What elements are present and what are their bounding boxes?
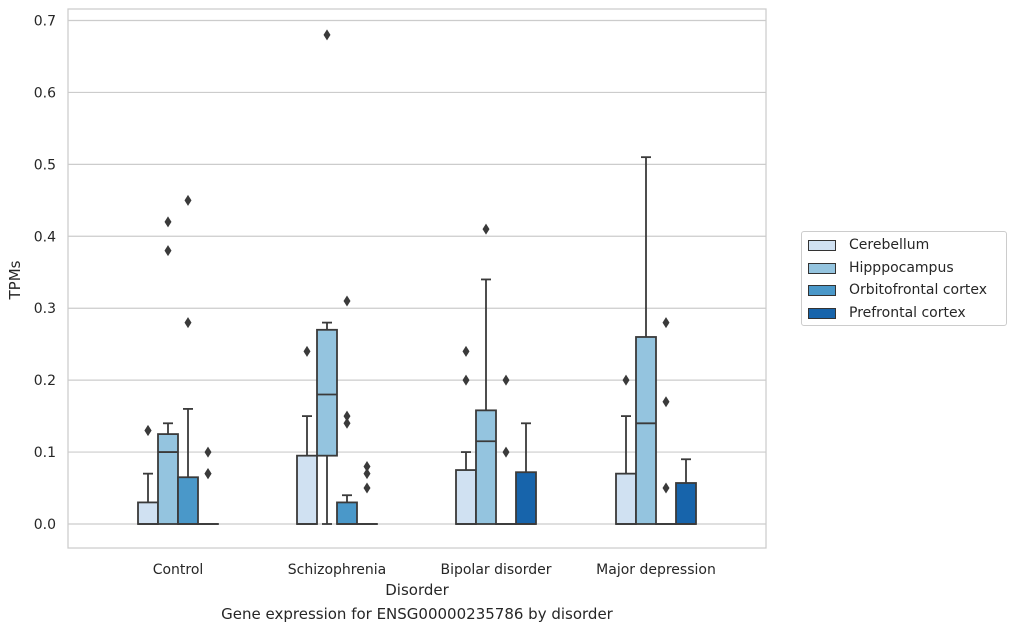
box-2-1 — [336, 295, 358, 525]
outlier-point — [363, 482, 371, 494]
box-3-3 — [675, 458, 697, 525]
chart-title: Gene expression for ENSG00000235786 by d… — [221, 605, 613, 623]
outlier-point — [502, 446, 510, 458]
box-3-1 — [356, 460, 378, 525]
outlier-point — [343, 295, 351, 307]
box-0-0 — [137, 424, 159, 525]
legend-swatch — [808, 262, 836, 274]
y-tick-label: 0.4 — [34, 229, 56, 245]
y-tick-label: 0.7 — [34, 14, 56, 30]
outlier-point — [462, 374, 470, 386]
x-tick-label: Control — [153, 562, 204, 578]
outlier-point — [462, 345, 470, 357]
outlier-point — [184, 194, 192, 206]
box-3-2 — [515, 422, 537, 525]
box-body — [635, 336, 657, 525]
outlier-point — [363, 460, 371, 472]
y-tick-label: 0.6 — [34, 85, 56, 101]
box-body — [296, 454, 318, 525]
x-tick-label: Schizophrenia — [288, 562, 386, 578]
box-body — [475, 409, 497, 525]
legend-item: Hipppocampus — [808, 258, 954, 278]
outlier-point — [184, 317, 192, 329]
outlier-point — [164, 216, 172, 228]
box-2-2 — [495, 374, 517, 525]
box-body — [316, 328, 338, 457]
box-2-3 — [655, 317, 677, 525]
legend-swatch — [808, 307, 836, 319]
box-3-0 — [197, 446, 219, 525]
box-body — [675, 482, 697, 525]
outlier-point — [144, 424, 152, 436]
legend-label: Orbitofrontal cortex — [849, 282, 987, 298]
box-body — [615, 472, 637, 525]
legend-item: Prefrontal cortex — [808, 303, 966, 323]
outlier-point — [363, 468, 371, 480]
x-tick-label: Major depression — [596, 562, 716, 578]
box-1-1 — [316, 29, 338, 525]
outlier-point — [303, 345, 311, 357]
outlier-point — [622, 374, 630, 386]
outlier-point — [343, 410, 351, 422]
legend: Cerebellum Hipppocampus Orbitofrontal cort… — [801, 231, 1007, 326]
box-0-3 — [615, 374, 637, 525]
outlier-point — [662, 317, 670, 329]
y-tick-label: 0.3 — [34, 301, 56, 317]
legend-item: Orbitofrontal cortex — [808, 280, 987, 300]
y-tick-label: 0.0 — [34, 517, 56, 533]
y-tick-label: 0.5 — [34, 157, 56, 173]
box-body — [177, 476, 199, 525]
y-tick-label: 0.1 — [34, 445, 56, 461]
legend-label: Cerebellum — [849, 237, 930, 253]
y-axis-ticks: 0.0 0.1 0.2 0.3 0.4 0.5 0.6 0.7 — [34, 14, 56, 534]
y-tick-label: 0.2 — [34, 373, 56, 389]
x-axis-label: Disorder — [385, 581, 449, 599]
legend-item: Cerebellum — [808, 235, 929, 255]
legend-label: Hipppocampus — [849, 260, 954, 276]
outlier-point — [343, 417, 351, 429]
x-axis-ticks: Control Schizophrenia Bipolar disorder Majo… — [153, 562, 716, 578]
box-body — [336, 501, 358, 525]
legend-label: Prefrontal cortex — [849, 305, 966, 321]
y-axis-label: TPMs — [6, 260, 24, 300]
box-body — [455, 469, 477, 525]
box-0-1 — [296, 345, 318, 525]
outlier-point — [662, 482, 670, 494]
box-2-0 — [177, 194, 199, 525]
box-body — [137, 501, 159, 525]
legend-swatch — [808, 239, 836, 251]
outlier-point — [502, 374, 510, 386]
outlier-point — [204, 446, 212, 458]
box-body — [515, 471, 537, 525]
outlier-point — [662, 396, 670, 408]
outlier-point — [204, 468, 212, 480]
outlier-point — [482, 223, 490, 235]
box-body — [157, 433, 179, 525]
box-1-3 — [635, 156, 657, 525]
legend-swatch — [808, 284, 836, 296]
box-1-2 — [475, 223, 497, 525]
plot-frame — [67, 8, 767, 549]
outlier-point — [164, 245, 172, 257]
outlier-point — [323, 29, 331, 41]
x-tick-label: Bipolar disorder — [440, 562, 551, 578]
box-groups — [137, 29, 697, 525]
